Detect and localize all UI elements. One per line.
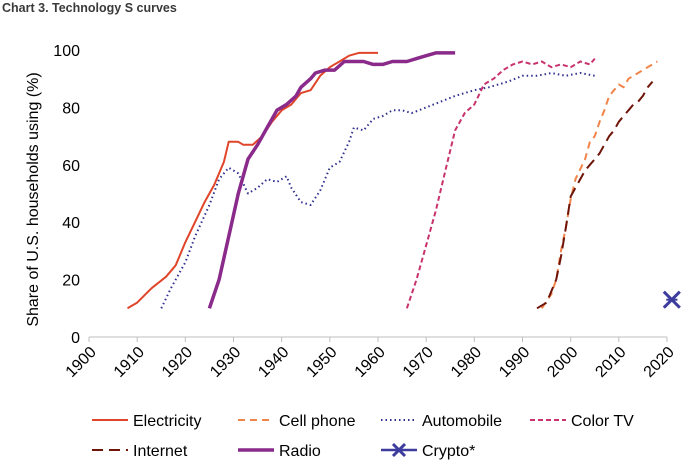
- y-tick-label: 60: [62, 158, 80, 175]
- legend-item-cell-phone: Cell phone: [238, 413, 356, 430]
- x-tick-label: 2010: [592, 344, 629, 381]
- x-tick-label: 1950: [303, 344, 340, 381]
- chart-title: Chart 3. Technology S curves: [2, 1, 177, 15]
- chart-legend: Electricity Cell phone Automobile Color TV I…: [92, 413, 634, 460]
- x-tick-label: 1960: [352, 344, 389, 381]
- legend-item-electricity: Electricity: [92, 413, 201, 430]
- legend-label: Radio: [279, 443, 321, 460]
- series-line-radio: [207, 51, 456, 309]
- legend-label: Color TV: [571, 413, 634, 430]
- series-line-cell-phone: [540, 60, 658, 309]
- y-tick-label: 20: [62, 273, 80, 290]
- x-tick-label: 1910: [111, 344, 148, 381]
- marker-crypto: [662, 290, 681, 309]
- series-line-electricity: [126, 51, 378, 310]
- chart-series: [126, 51, 681, 310]
- x-tick-label: 1990: [496, 344, 533, 381]
- legend-item-crypto: Crypto*: [381, 442, 475, 460]
- legend-label: Cell phone: [279, 413, 356, 430]
- x-tick-label: 1980: [448, 344, 485, 381]
- y-tick-label: 0: [71, 330, 80, 347]
- legend-label: Internet: [133, 443, 188, 460]
- y-tick-label: 40: [62, 215, 80, 232]
- legend-item-internet: Internet: [92, 443, 188, 460]
- x-tick-label: 1970: [400, 344, 437, 381]
- x-tick-label: 1900: [63, 344, 100, 381]
- crypto-marker-icon: [391, 442, 407, 458]
- x-tick-label: 2020: [641, 344, 678, 381]
- series-line-automobile: [160, 72, 595, 309]
- legend-label: Automobile: [422, 413, 502, 430]
- y-tick-label: 100: [53, 43, 80, 60]
- x-tick-label: 2000: [544, 344, 581, 381]
- legend-label: Crypto*: [422, 443, 475, 460]
- series-line-color-tv: [405, 57, 596, 309]
- legend-item-radio: Radio: [238, 443, 321, 460]
- legend-item-color-tv: Color TV: [530, 413, 634, 430]
- x-tick-label: 1930: [207, 344, 244, 381]
- x-tick-label: 1940: [255, 344, 292, 381]
- legend-label: Electricity: [133, 413, 201, 430]
- y-axis-label: Share of U.S. households using (%): [25, 72, 42, 326]
- series-line-internet: [536, 80, 654, 310]
- x-tick-label: 1920: [159, 344, 196, 381]
- legend-item-automobile: Automobile: [381, 413, 502, 430]
- y-tick-label: 80: [62, 100, 80, 117]
- chart-axes: 0 20 40 60 80 100 1900 1910 1920 1930 1940 1950 1960…: [25, 43, 678, 381]
